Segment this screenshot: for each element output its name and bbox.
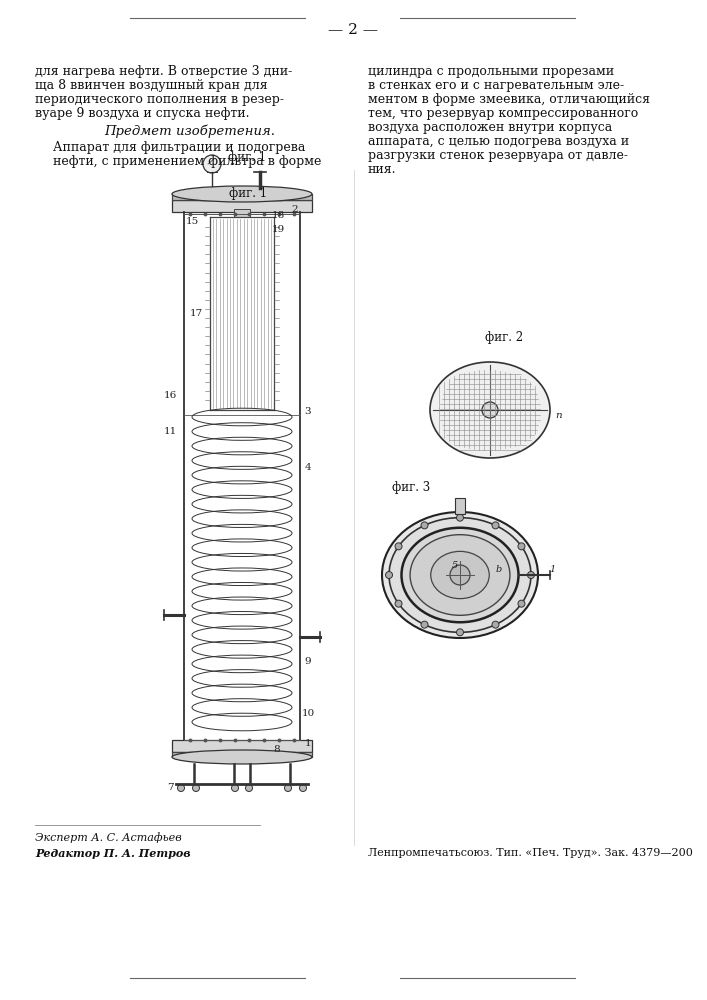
Text: вуаре 9 воздуха и спуска нефти.: вуаре 9 воздуха и спуска нефти. xyxy=(35,107,250,120)
Text: 1: 1 xyxy=(549,564,555,574)
Circle shape xyxy=(457,629,464,636)
Text: ния.: ния. xyxy=(368,163,397,176)
Text: разгрузки стенок резервуара от давле-: разгрузки стенок резервуара от давле- xyxy=(368,149,628,162)
Text: 11: 11 xyxy=(163,428,177,436)
Text: 9: 9 xyxy=(305,658,311,666)
Text: 17: 17 xyxy=(189,310,203,318)
Text: — 2 —: — 2 — xyxy=(328,23,378,37)
Circle shape xyxy=(421,621,428,628)
Bar xyxy=(172,740,312,752)
Circle shape xyxy=(450,565,470,585)
Text: периодического пополнения в резер-: периодического пополнения в резер- xyxy=(35,93,284,106)
Text: n: n xyxy=(555,410,561,420)
Text: фиг. 2: фиг. 2 xyxy=(485,331,523,344)
Text: 10: 10 xyxy=(301,710,315,718)
Text: 4: 4 xyxy=(305,462,311,472)
Circle shape xyxy=(385,572,392,578)
Text: b: b xyxy=(496,566,502,574)
Bar xyxy=(455,498,465,514)
Circle shape xyxy=(518,600,525,607)
Text: в стенках его и с нагревательным эле-: в стенках его и с нагревательным эле- xyxy=(368,79,624,92)
Ellipse shape xyxy=(389,518,531,632)
Text: аппарата, с целью подогрева воздуха и: аппарата, с целью подогрева воздуха и xyxy=(368,135,629,148)
Circle shape xyxy=(245,784,252,792)
Text: 18: 18 xyxy=(271,211,285,220)
Text: 5: 5 xyxy=(452,560,458,570)
Text: воздуха расположен внутри корпуса: воздуха расположен внутри корпуса xyxy=(368,121,612,134)
Ellipse shape xyxy=(402,528,518,622)
Text: Эксперт А. С. Астафьев: Эксперт А. С. Астафьев xyxy=(35,832,182,843)
Text: Ленпромпечатьсоюз. Тип. «Печ. Труд». Зак. 4379—200: Ленпромпечатьсоюз. Тип. «Печ. Труд». Зак… xyxy=(368,848,693,858)
Text: тем, что резервуар компрессированного: тем, что резервуар компрессированного xyxy=(368,107,638,120)
Text: Аппарат для фильтрации и подогрева: Аппарат для фильтрации и подогрева xyxy=(53,141,305,154)
Circle shape xyxy=(527,572,534,578)
Bar xyxy=(234,209,250,217)
Bar xyxy=(172,194,312,200)
Circle shape xyxy=(518,543,525,550)
Circle shape xyxy=(492,522,499,529)
Circle shape xyxy=(492,621,499,628)
Ellipse shape xyxy=(382,512,538,638)
Text: фиг. 1: фиг. 1 xyxy=(228,151,266,164)
Circle shape xyxy=(192,784,199,792)
Text: 1: 1 xyxy=(305,740,311,748)
Ellipse shape xyxy=(172,750,312,764)
Text: 3: 3 xyxy=(305,408,311,416)
Ellipse shape xyxy=(410,535,510,615)
Circle shape xyxy=(457,514,464,521)
Text: Редактор П. А. Петров: Редактор П. А. Петров xyxy=(35,848,190,859)
Circle shape xyxy=(231,784,238,792)
Circle shape xyxy=(395,543,402,550)
Text: для нагрева нефти. В отверстие 3 дни-: для нагрева нефти. В отверстие 3 дни- xyxy=(35,65,292,78)
Text: нефти, с применением фильтра в форме: нефти, с применением фильтра в форме xyxy=(53,155,322,168)
Circle shape xyxy=(395,600,402,607)
Text: 16: 16 xyxy=(163,390,177,399)
Text: 8: 8 xyxy=(274,746,280,754)
Circle shape xyxy=(300,784,307,792)
Ellipse shape xyxy=(430,362,550,458)
Text: 2: 2 xyxy=(292,206,298,215)
Text: 15: 15 xyxy=(185,218,199,227)
Circle shape xyxy=(284,784,291,792)
Text: ща 8 ввинчен воздушный кран для: ща 8 ввинчен воздушный кран для xyxy=(35,79,268,92)
Circle shape xyxy=(482,402,498,418)
Circle shape xyxy=(421,522,428,529)
Text: цилиндра с продольными прорезами: цилиндра с продольными прорезами xyxy=(368,65,614,78)
Circle shape xyxy=(177,784,185,792)
Ellipse shape xyxy=(172,186,312,202)
Text: 19: 19 xyxy=(271,225,285,233)
Text: ментом в форме змеевика, отличающийся: ментом в форме змеевика, отличающийся xyxy=(368,93,650,106)
Text: фиг. 3: фиг. 3 xyxy=(392,481,431,494)
Bar xyxy=(172,752,312,757)
Bar xyxy=(172,200,312,212)
Text: 7: 7 xyxy=(167,784,173,792)
Circle shape xyxy=(203,155,221,173)
Ellipse shape xyxy=(431,551,489,599)
Text: фиг. 1: фиг. 1 xyxy=(229,187,267,200)
Text: Предмет изобретения.: Предмет изобретения. xyxy=(105,125,276,138)
